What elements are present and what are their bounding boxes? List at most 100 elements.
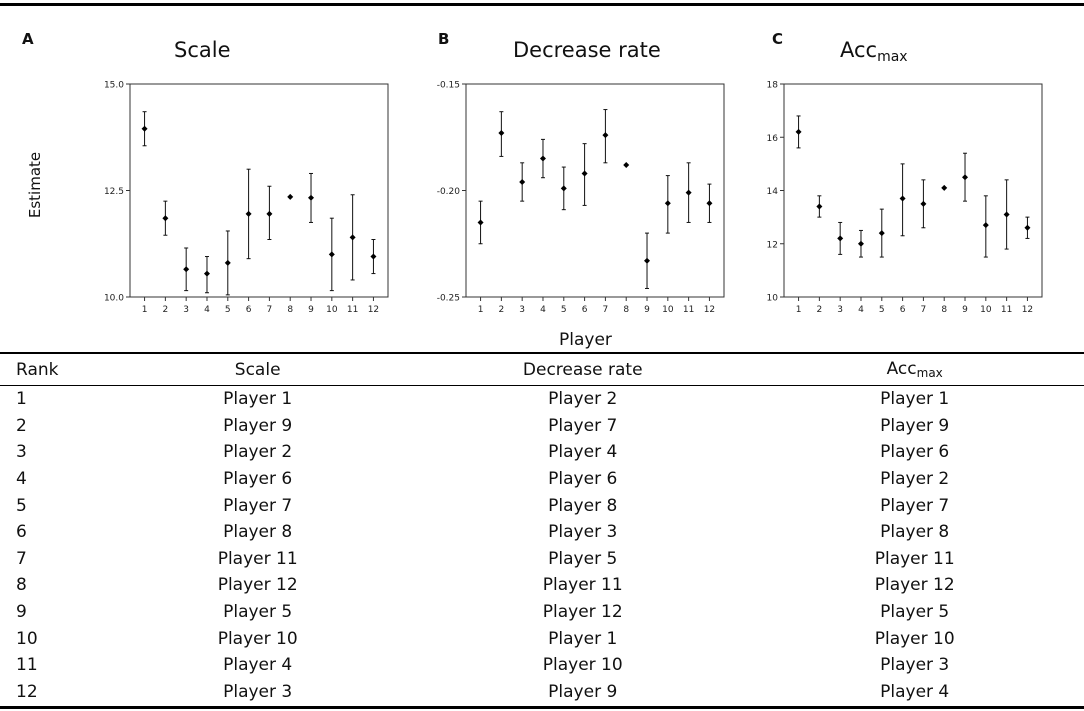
- table-row: 3 Player 2 Player 4 Player 6: [0, 439, 1084, 466]
- data-point-c: [900, 195, 906, 201]
- table-row: 11 Player 4 Player 10 Player 3: [0, 652, 1084, 679]
- rank-cell: 6: [0, 519, 95, 546]
- scale-cell: Player 5: [95, 599, 420, 626]
- y-axis-label: Estimate: [26, 152, 44, 218]
- acc-max-cell: Player 7: [745, 492, 1084, 519]
- acc-max-cell: Player 4: [745, 679, 1084, 706]
- scale-cell: Player 8: [95, 519, 420, 546]
- x-tick-label-c: 7: [921, 305, 927, 315]
- data-point-a: [287, 194, 293, 200]
- panel-title-a: Scale: [174, 38, 231, 62]
- chart-panel-b: -0.25-0.20-0.151 2 3 4 5 6 7 8 9 10 11 12: [428, 76, 738, 316]
- data-point-c: [858, 241, 864, 247]
- data-point-c: [796, 129, 802, 135]
- decrease-rate-cell: Player 3: [420, 519, 745, 546]
- y-tick-label-a: 15.0: [104, 81, 124, 91]
- x-tick-label-b: 1: [478, 305, 484, 315]
- acc-max-cell: Player 9: [745, 413, 1084, 440]
- data-point-a: [142, 126, 148, 132]
- decrease-rate-cell: Player 7: [420, 413, 745, 440]
- x-tick-label-b: 7: [603, 305, 609, 315]
- data-point-a: [370, 254, 376, 260]
- data-point-a: [350, 234, 356, 240]
- data-point-b: [582, 170, 588, 176]
- table-row: 7 Player 11 Player 5 Player 11: [0, 546, 1084, 573]
- acc-max-cell: Player 8: [745, 519, 1084, 546]
- x-tick-label-c: 8: [941, 305, 947, 315]
- data-point-b: [498, 130, 504, 136]
- panel-letter-c: C: [772, 30, 783, 48]
- data-point-b: [686, 190, 692, 196]
- x-tick-label-a: 2: [163, 305, 169, 315]
- data-point-c: [816, 203, 822, 209]
- scale-cell: Player 7: [95, 492, 420, 519]
- data-point-b: [561, 185, 567, 191]
- decrease-rate-cell: Player 10: [420, 652, 745, 679]
- scale-cell: Player 12: [95, 572, 420, 599]
- table-row: 8 Player 12 Player 11 Player 12: [0, 572, 1084, 599]
- data-point-b: [602, 132, 608, 138]
- x-tick-label-c: 5: [879, 305, 885, 315]
- y-tick-label-b: -0.15: [437, 81, 460, 91]
- scale-cell: Player 10: [95, 625, 420, 652]
- x-tick-label-b: 11: [683, 305, 694, 315]
- panel-title-c: Accmax: [840, 38, 908, 65]
- acc-max-cell: Player 1: [745, 386, 1084, 413]
- rank-cell: 12: [0, 679, 95, 706]
- data-point-b: [478, 219, 484, 225]
- table-row: 4 Player 6 Player 6 Player 2: [0, 466, 1084, 493]
- data-point-a: [266, 211, 272, 217]
- data-point-a: [329, 251, 335, 257]
- top-rule: [0, 3, 1084, 6]
- data-point-b: [540, 156, 546, 162]
- rank-cell: 7: [0, 546, 95, 573]
- rank-cell: 4: [0, 466, 95, 493]
- x-tick-label-c: 6: [900, 305, 906, 315]
- x-tick-label-c: 11: [1001, 305, 1012, 315]
- rank-table: Rank Scale Decrease rate Accmax 1 Player …: [0, 354, 1084, 705]
- rank-cell: 11: [0, 652, 95, 679]
- acc-max-cell: Player 3: [745, 652, 1084, 679]
- rank-cell: 5: [0, 492, 95, 519]
- table-row: 9 Player 5 Player 12 Player 5: [0, 599, 1084, 626]
- data-point-c: [837, 235, 843, 241]
- table-bottom-rule: [0, 706, 1084, 709]
- x-tick-label-a: 9: [308, 305, 314, 315]
- x-tick-label-a: 10: [326, 305, 338, 315]
- plot-frame-a: [130, 84, 388, 297]
- acc-max-cell: Player 5: [745, 599, 1084, 626]
- decrease-rate-cell: Player 4: [420, 439, 745, 466]
- data-point-a: [183, 266, 189, 272]
- decrease-rate-cell: Player 8: [420, 492, 745, 519]
- table-row: 2 Player 9 Player 7 Player 9: [0, 413, 1084, 440]
- y-tick-label-a: 12.5: [104, 187, 124, 197]
- y-tick-label-b: -0.25: [437, 294, 460, 304]
- scale-cell: Player 4: [95, 652, 420, 679]
- decrease-rate-cell: Player 9: [420, 679, 745, 706]
- data-point-c: [920, 201, 926, 207]
- x-tick-label-a: 12: [368, 305, 379, 315]
- table-row: 10 Player 10 Player 1 Player 10: [0, 625, 1084, 652]
- data-point-b: [706, 200, 712, 206]
- data-point-a: [162, 215, 168, 221]
- scale-cell: Player 2: [95, 439, 420, 466]
- x-tick-label-b: 8: [623, 305, 629, 315]
- table-row: 12 Player 3 Player 9 Player 4: [0, 679, 1084, 706]
- header-rank: Rank: [0, 354, 95, 386]
- y-tick-label-b: -0.20: [437, 187, 461, 197]
- header-scale: Scale: [95, 354, 420, 386]
- decrease-rate-cell: Player 6: [420, 466, 745, 493]
- x-tick-label-a: 8: [287, 305, 293, 315]
- y-tick-label-a: 10.0: [104, 294, 124, 304]
- data-point-b: [623, 162, 629, 168]
- chart-panel-a: 10.012.515.01 2 3 4 5 6 7 8 9 10 11 12: [92, 76, 402, 316]
- y-tick-label-c: 14: [767, 187, 779, 197]
- scale-cell: Player 3: [95, 679, 420, 706]
- table-row: 5 Player 7 Player 8 Player 7: [0, 492, 1084, 519]
- decrease-rate-cell: Player 5: [420, 546, 745, 573]
- table-row: 1 Player 1 Player 2 Player 1: [0, 386, 1084, 413]
- header-acc-sub: max: [917, 366, 943, 380]
- scale-cell: Player 6: [95, 466, 420, 493]
- x-axis-label: Player: [559, 330, 612, 350]
- x-tick-label-b: 5: [561, 305, 567, 315]
